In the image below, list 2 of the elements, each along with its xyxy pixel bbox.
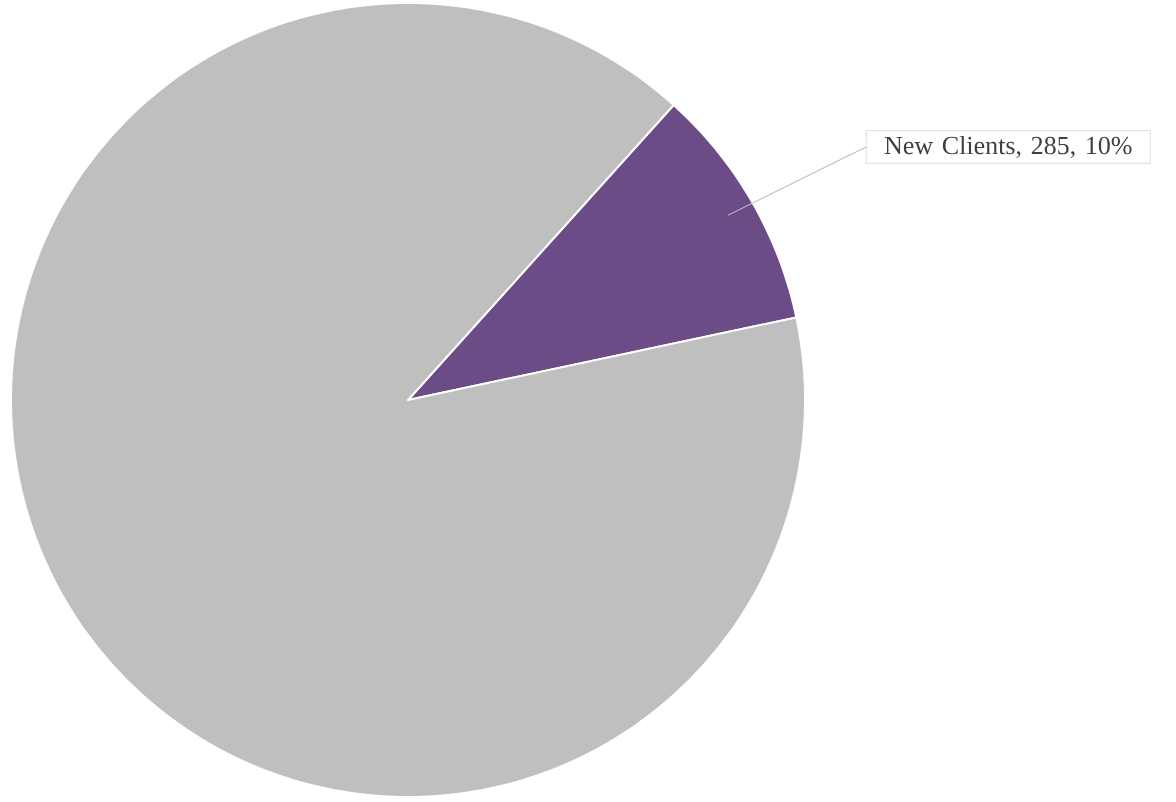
data-label: , 285, 10% (1016, 136, 1132, 158)
slice-label: New Clients (884, 135, 1015, 155)
